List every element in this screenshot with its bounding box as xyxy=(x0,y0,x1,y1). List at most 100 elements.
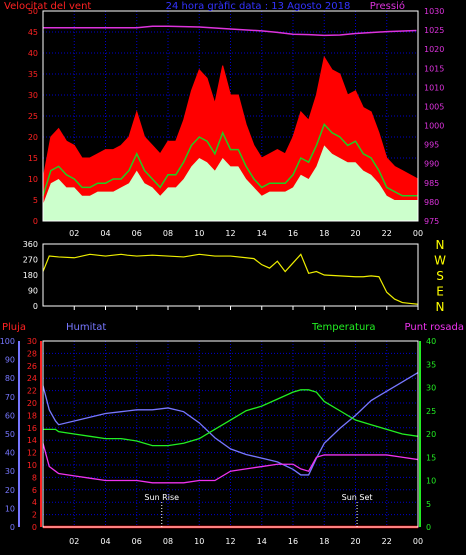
humidity-y-tick: 30 xyxy=(5,467,15,476)
temperature-y-tick: 15 xyxy=(426,453,436,462)
rain-y-tick: 12 xyxy=(27,449,37,458)
pressure-y-tick: 985 xyxy=(424,179,439,188)
wind-y-tick: 0 xyxy=(33,217,38,226)
climate-x-tick: 16 xyxy=(288,537,298,546)
rain-y-tick: 4 xyxy=(32,498,37,507)
wind-y-tick: 10 xyxy=(28,175,38,184)
pressure-y-tick: 990 xyxy=(424,160,439,169)
wind-x-tick: 14 xyxy=(257,229,267,238)
wind-speed-area xyxy=(43,145,418,221)
pressure-y-tick: 1005 xyxy=(424,102,444,111)
rain-y-tick: 16 xyxy=(27,424,37,433)
direction-y-tick: 360 xyxy=(23,240,38,249)
climate-x-tick: 20 xyxy=(350,537,360,546)
humidity-y-tick: 0 xyxy=(10,523,15,532)
wind-x-tick: 04 xyxy=(100,229,110,238)
sunrise-label: Sun Rise xyxy=(144,493,179,502)
wind-plot-frame xyxy=(42,10,419,222)
climate-x-tick: 14 xyxy=(257,537,267,546)
temperature-y-tick: 35 xyxy=(426,360,436,369)
wind-x-tick: 08 xyxy=(163,229,173,238)
direction-y-tick: 270 xyxy=(23,256,38,265)
wind-x-tick: 22 xyxy=(382,229,392,238)
climate-x-tick: 22 xyxy=(382,537,392,546)
wind-y-tick: 25 xyxy=(28,112,38,121)
rain-axis-label: Pluja xyxy=(2,322,26,333)
humidity-line xyxy=(42,372,419,476)
direction-y-tick: 180 xyxy=(23,271,38,280)
dewpoint-axis-label: Punt rosada xyxy=(405,322,464,333)
climate-x-tick: 12 xyxy=(225,537,235,546)
sunset-label: Sun Set xyxy=(342,493,373,502)
wind-direction-line xyxy=(42,253,419,305)
direction-plot-frame xyxy=(42,243,419,307)
temperature-axis-label: Temperatura xyxy=(311,322,376,333)
rain-y-tick: 0 xyxy=(32,523,37,532)
pressure-y-tick: 1010 xyxy=(424,83,444,92)
pressure-y-tick: 1000 xyxy=(424,122,444,131)
rain-y-tick: 22 xyxy=(27,387,37,396)
rain-y-tick: 6 xyxy=(32,486,37,495)
wind-x-tick: 06 xyxy=(132,229,142,238)
wind-average-line xyxy=(42,122,418,197)
rain-y-tick: 18 xyxy=(27,411,37,420)
rain-y-tick: 14 xyxy=(27,436,37,445)
pressure-y-tick: 980 xyxy=(424,198,439,207)
humidity-axis-label: Humitat xyxy=(66,322,106,333)
pressure-y-tick: 995 xyxy=(424,141,439,150)
pressure-axis-label: Pressió xyxy=(370,0,405,12)
wind-x-tick: 18 xyxy=(319,229,329,238)
climate-plot-frame xyxy=(42,340,419,528)
wind-x-tick: 12 xyxy=(225,229,235,238)
direction-y-tick: 0 xyxy=(33,302,38,311)
climate-x-tick: 02 xyxy=(69,537,79,546)
wind-y-tick: 20 xyxy=(28,133,38,142)
compass-label: N xyxy=(436,300,445,314)
humidity-y-tick: 40 xyxy=(5,449,15,458)
temperature-y-tick: 10 xyxy=(426,477,436,486)
humidity-y-tick: 50 xyxy=(5,430,15,439)
temperature-y-tick: 25 xyxy=(426,407,436,416)
compass-label: S xyxy=(436,269,444,283)
wind-y-tick: 30 xyxy=(28,91,38,100)
pressure-y-tick: 1015 xyxy=(424,64,444,73)
pressure-y-tick: 1025 xyxy=(424,26,444,35)
wind-x-tick: 02 xyxy=(69,229,79,238)
humidity-y-tick: 70 xyxy=(5,393,15,402)
rain-y-tick: 26 xyxy=(27,362,37,371)
climate-x-tick: 08 xyxy=(163,537,173,546)
pressure-y-tick: 975 xyxy=(424,217,439,226)
compass-label: N xyxy=(436,238,445,252)
pressure-y-tick: 1020 xyxy=(424,45,444,54)
compass-label: W xyxy=(434,254,446,268)
humidity-y-tick: 20 xyxy=(5,486,15,495)
rain-y-tick: 2 xyxy=(32,511,37,520)
humidity-y-tick: 60 xyxy=(5,411,15,420)
climate-x-tick: 10 xyxy=(194,537,204,546)
compass-label: E xyxy=(436,285,444,299)
climate-x-tick: 18 xyxy=(319,537,329,546)
wind-x-tick: 20 xyxy=(350,229,360,238)
climate-x-tick: 04 xyxy=(100,537,110,546)
dewpoint-line xyxy=(42,443,419,484)
wind-axis-label: Velocitat del vent xyxy=(4,1,91,12)
climate-x-tick: 00 xyxy=(413,537,423,546)
rain-y-tick: 30 xyxy=(27,337,37,346)
wind-y-tick: 5 xyxy=(33,196,38,205)
humidity-y-tick: 10 xyxy=(5,504,15,513)
temperature-y-tick: 5 xyxy=(426,500,431,509)
temperature-y-tick: 20 xyxy=(426,430,436,439)
wind-y-tick: 50 xyxy=(28,7,38,16)
wind-chart-title: 24 hora gràfic data : 13 Agosto 2018 xyxy=(166,0,351,12)
temperature-y-tick: 30 xyxy=(426,384,436,393)
climate-x-tick: 06 xyxy=(132,537,142,546)
wind-x-tick: 16 xyxy=(288,229,298,238)
rain-y-tick: 28 xyxy=(27,349,37,358)
rain-y-tick: 20 xyxy=(27,399,37,408)
wind-x-tick: 00 xyxy=(413,229,423,238)
wind-y-tick: 45 xyxy=(28,28,38,37)
rain-y-tick: 10 xyxy=(27,461,37,470)
humidity-y-tick: 80 xyxy=(5,374,15,383)
rain-y-tick: 24 xyxy=(27,374,37,383)
